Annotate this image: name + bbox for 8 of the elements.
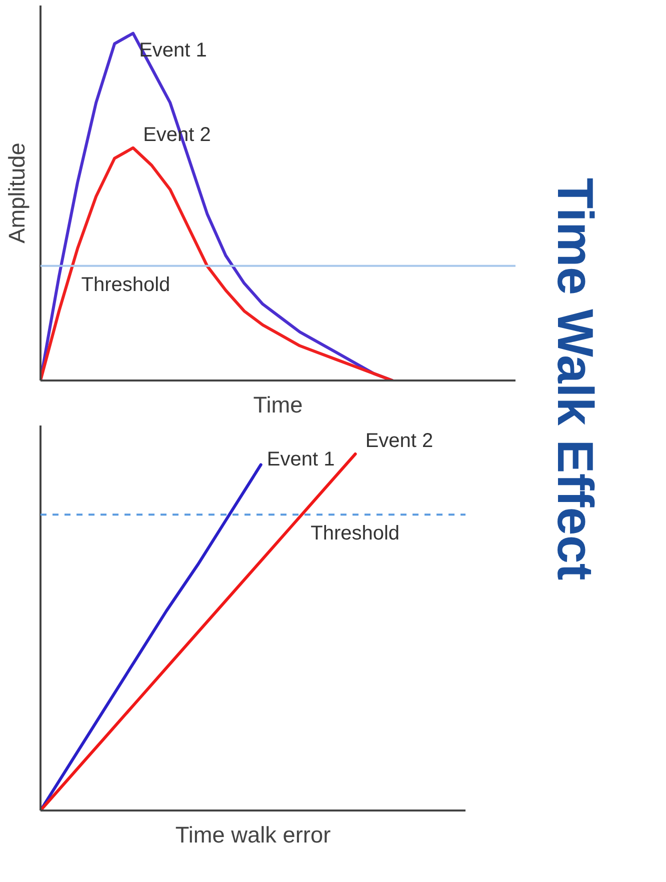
y-axis-title: Amplitude	[4, 142, 30, 244]
x-axis-title: Time	[253, 392, 303, 418]
series-label: Event 1	[266, 448, 335, 471]
ref-line-label: Threshold	[81, 274, 170, 296]
series-label: Event 2	[365, 430, 434, 452]
text: Time Walk Effect	[547, 178, 604, 580]
ref-line-label: Threshold	[310, 522, 400, 545]
x-axis-title: Time walk error	[175, 822, 332, 848]
